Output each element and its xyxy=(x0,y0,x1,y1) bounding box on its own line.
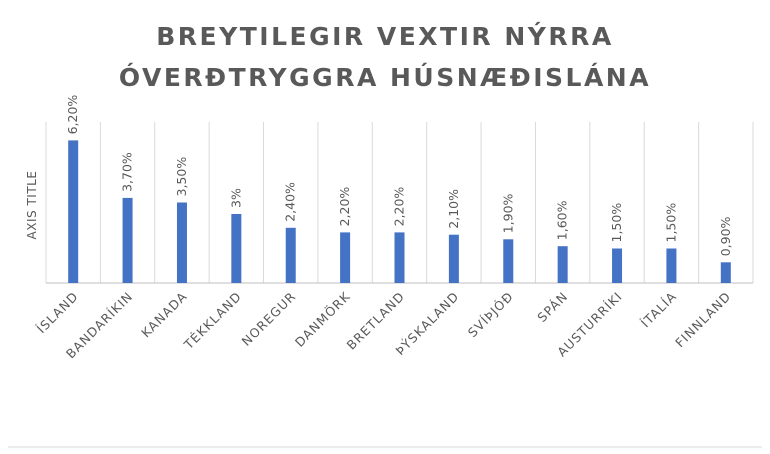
bar xyxy=(720,262,731,283)
data-label: 2,20% xyxy=(392,187,407,227)
bar xyxy=(176,202,187,283)
data-label: 3% xyxy=(228,188,243,208)
data-label: 1,90% xyxy=(500,193,515,233)
x-tick-label: KANADA xyxy=(138,289,190,341)
data-label: 1,50% xyxy=(663,203,678,243)
bar xyxy=(666,248,677,283)
bar xyxy=(448,234,459,283)
x-tick-label: ÍSLAND xyxy=(34,289,82,337)
data-label: 0,90% xyxy=(718,216,733,256)
chart-title-line-2: ÓVERÐTRYGGRA HÚSNÆÐISLÁNA xyxy=(119,62,651,92)
data-label: 2,40% xyxy=(283,182,298,222)
bar xyxy=(285,227,296,283)
x-tick-label: SPÁN xyxy=(534,289,570,325)
x-tick-label: ÍTALÍA xyxy=(638,289,680,331)
chart-title-line-1: BREYTILEGIR VEXTIR NÝRRA xyxy=(156,21,614,51)
bar xyxy=(231,214,242,283)
data-label: 1,50% xyxy=(609,203,624,243)
bar xyxy=(122,197,133,283)
data-label: 6,20% xyxy=(65,95,80,135)
bar xyxy=(68,140,79,283)
gridlines xyxy=(45,122,754,284)
x-tick-label: SVÍÞJÓÐ xyxy=(465,289,517,341)
data-label: 3,50% xyxy=(174,157,189,197)
data-label: 3,70% xyxy=(120,152,135,192)
bar xyxy=(340,232,351,283)
y-axis-title: AXIS TITLE xyxy=(25,171,39,240)
bar xyxy=(394,232,405,283)
x-tick-label: TÉKKLAND xyxy=(180,289,244,353)
data-label: 2,20% xyxy=(337,187,352,227)
data-label: 1,60% xyxy=(555,200,570,240)
data-label: 2,10% xyxy=(446,189,461,229)
bar xyxy=(557,246,568,283)
bar xyxy=(503,239,514,283)
bars xyxy=(68,140,731,283)
bar xyxy=(612,248,623,283)
x-tick-label: FINNLAND xyxy=(672,289,734,351)
x-tick-label: NOREGUR xyxy=(239,289,299,349)
data-labels: 6,20% 3,70% 3,50% 3% 2,40% 2,20% 2,20% 2,10% 1,9… xyxy=(65,95,733,257)
